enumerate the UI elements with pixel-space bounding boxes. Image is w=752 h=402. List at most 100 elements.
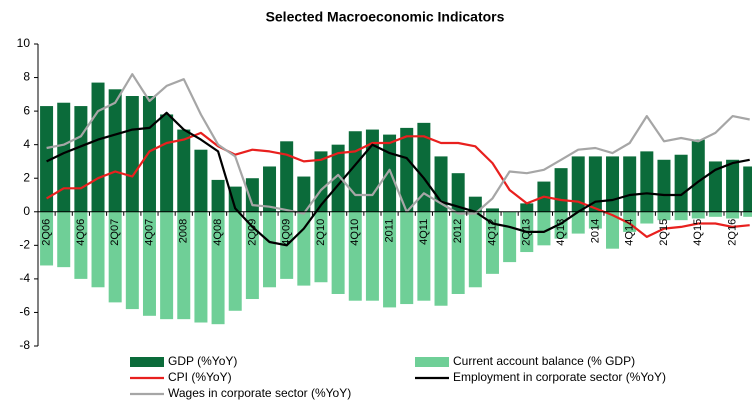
- x-tick-label: 4Q12: [486, 219, 498, 246]
- x-tick-label: 4Q11: [418, 219, 430, 245]
- bar: [657, 159, 671, 212]
- bar: [708, 211, 722, 217]
- bar: [485, 208, 499, 212]
- x-tick-label: 4Q06: [75, 219, 87, 246]
- bar: [743, 211, 752, 217]
- bar: [537, 211, 551, 246]
- bar: [297, 176, 311, 212]
- bar: [142, 96, 156, 212]
- y-tick-label: -4: [19, 271, 30, 285]
- bar: [263, 211, 277, 288]
- bar: [74, 211, 88, 279]
- bar: [365, 211, 379, 301]
- x-tick-label: 2Q15: [658, 219, 670, 246]
- line: [46, 73, 750, 215]
- x-tick-label: 4Q15: [692, 219, 704, 246]
- bar: [674, 154, 688, 212]
- bar: [400, 127, 414, 212]
- y-tick-label: 0: [23, 204, 30, 218]
- x-tick-label: 2Q13: [521, 219, 533, 246]
- x-tick-label: 2008: [178, 219, 190, 243]
- y-tick-label: 4: [23, 137, 30, 151]
- bar: [57, 211, 71, 268]
- bar: [228, 211, 242, 311]
- bar: [674, 211, 688, 221]
- bar: [211, 211, 225, 325]
- bar: [228, 186, 242, 212]
- chart-title: Selected Macroeconomic Indicators: [266, 9, 505, 25]
- bar: [434, 211, 448, 306]
- line: [46, 111, 750, 247]
- bar: [485, 211, 499, 274]
- bar: [383, 134, 397, 212]
- x-tick-label: 4Q08: [212, 219, 224, 246]
- bar: [726, 159, 740, 212]
- bar: [554, 168, 568, 212]
- bar: [160, 114, 174, 212]
- bar: [400, 211, 414, 305]
- bar: [451, 173, 465, 212]
- axes: -8 -6 -4 -2 0 2 4 6 8 10 2Q06 4Q06 2Q07 4Q07 2008 4Q08 2…: [17, 36, 752, 352]
- bar: [606, 211, 620, 249]
- legend-label: Wages in corporate sector (%YoY): [168, 386, 351, 400]
- bar: [57, 102, 71, 212]
- bar: [194, 149, 208, 212]
- y-tick-label: 6: [23, 103, 30, 117]
- legend-label: Employment in corporate sector (%YoY): [453, 370, 666, 384]
- bar: [554, 211, 568, 239]
- bar: [708, 161, 722, 212]
- legend-label: GDP (%YoY): [168, 354, 237, 368]
- y-tick-label: 2: [23, 170, 30, 184]
- y-tick-label: 8: [23, 70, 30, 84]
- legend-swatch: [415, 357, 449, 367]
- bar: [263, 166, 277, 212]
- x-tick-label: 4Q07: [143, 219, 155, 246]
- x-tick-label: 2Q09: [246, 219, 258, 246]
- legend-label: Current account balance (% GDP): [453, 354, 635, 368]
- x-tick-label: 2012: [452, 219, 464, 243]
- bar: [142, 211, 156, 316]
- legend-swatch: [130, 357, 164, 367]
- bar: [108, 211, 122, 303]
- y-tick-label: -6: [19, 305, 30, 319]
- x-tick-label: 2011: [383, 219, 395, 243]
- bar: [503, 211, 517, 263]
- bar: [91, 211, 105, 288]
- bar: [40, 211, 54, 266]
- bar: [331, 211, 345, 294]
- bar: [606, 156, 620, 212]
- bar: [383, 211, 397, 308]
- bar: [588, 211, 602, 229]
- bar: [588, 156, 602, 212]
- bar: [520, 203, 534, 212]
- bar: [314, 211, 328, 283]
- bar: [280, 141, 294, 212]
- bar: [211, 179, 225, 212]
- bar: [194, 211, 208, 323]
- bar: [571, 211, 585, 234]
- bar: [348, 211, 362, 301]
- bar: [468, 211, 482, 288]
- bar: [743, 166, 752, 212]
- bar: [245, 178, 259, 212]
- bar: [726, 211, 740, 219]
- bar: [640, 211, 654, 224]
- bar: [691, 211, 705, 219]
- bar: [417, 211, 431, 301]
- x-tick-label: 4Q14: [624, 219, 636, 246]
- x-tick-label: 2Q10: [315, 219, 327, 246]
- bar: [657, 211, 671, 221]
- x-tick-label: 4Q13: [555, 219, 567, 246]
- x-tick-label: 2Q16: [726, 219, 738, 246]
- bar: [125, 211, 139, 310]
- bar: [468, 196, 482, 212]
- bar: [177, 129, 191, 212]
- x-tick-label: 2014: [589, 219, 601, 243]
- plot-area: [40, 73, 752, 325]
- y-tick-label: -8: [19, 338, 30, 352]
- bar: [91, 82, 105, 212]
- bar: [314, 151, 328, 212]
- x-tick-label: 2Q07: [109, 219, 121, 246]
- bar: [331, 144, 345, 212]
